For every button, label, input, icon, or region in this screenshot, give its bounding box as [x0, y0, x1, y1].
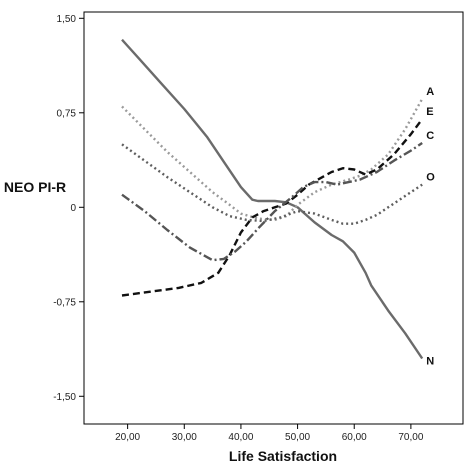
x-tick-label: 20,00: [115, 432, 140, 443]
x-tick-label: 60,00: [342, 432, 367, 443]
x-tick-label: 50,00: [285, 432, 310, 443]
x-tick-label: 40,00: [228, 432, 253, 443]
plot-area-border: [83, 11, 464, 425]
series-label-a: A: [426, 86, 434, 98]
axis-ticks: 20,00 30,00 40,00 50,00 60,00 70,00 1,50 0,75 0 -…: [53, 14, 424, 443]
series-line-c: [121, 142, 423, 262]
y-tick-label: -1,50: [53, 392, 76, 403]
series-label-c: C: [426, 130, 434, 142]
y-tick-label: 0,75: [57, 108, 77, 119]
series-lines: [121, 38, 424, 360]
series-label-e: E: [426, 106, 433, 118]
x-axis-title: Life Satisfaction: [229, 448, 337, 464]
series-line-e: [121, 118, 424, 297]
y-tick-label: -0,75: [53, 297, 76, 308]
series-label-o: O: [426, 172, 435, 184]
series-labels: N AEC O: [426, 86, 435, 368]
plot-frame: [83, 11, 464, 425]
y-tick-label: 0: [70, 203, 76, 214]
y-tick-label: 1,50: [57, 14, 77, 25]
series-line-a: [121, 98, 424, 222]
x-tick-label: 30,00: [172, 432, 197, 443]
series-label-n: N: [426, 355, 434, 367]
x-tick-label: 70,00: [398, 432, 423, 443]
y-axis-title: NEO PI-R: [4, 179, 66, 195]
series-line-n: [121, 38, 424, 360]
